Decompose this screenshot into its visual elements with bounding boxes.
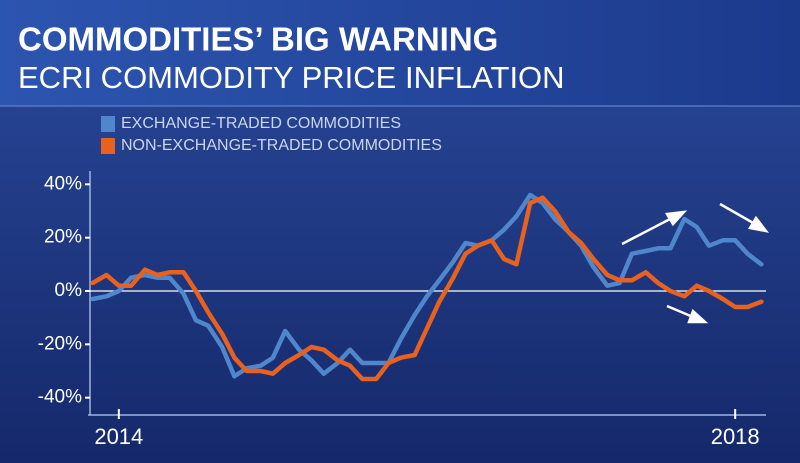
arrow (666, 304, 694, 319)
x-tick-label: 2014 (94, 424, 143, 449)
chart-subtitle: ECRI COMMODITY PRICE INFLATION (18, 60, 565, 95)
arrow (621, 216, 673, 246)
header-band (0, 0, 800, 106)
annotation-arrows (621, 202, 769, 324)
y-tick-label: 20% (44, 227, 82, 248)
y-tick-label: 0% (55, 280, 83, 301)
chart-title: COMMODITIES’ BIG WARNING (18, 21, 498, 58)
arrow-head (748, 215, 769, 233)
y-tick-label: 40% (44, 173, 82, 194)
series-line (90, 195, 764, 382)
legend-label: EXCHANGE-TRADED COMMODITIES (121, 115, 401, 132)
series-line (90, 192, 764, 379)
y-tick-label: -40% (38, 387, 82, 408)
arrow-head (687, 308, 709, 324)
x-tick-label: 2018 (711, 424, 760, 449)
legend-swatch (101, 116, 115, 132)
arrow (719, 202, 756, 226)
legend-label: NON-EXCHANGE-TRADED COMMODITIES (121, 137, 442, 154)
legend-swatch (101, 138, 115, 154)
arrow-head (664, 210, 688, 227)
y-tick-label: -20% (38, 333, 82, 354)
